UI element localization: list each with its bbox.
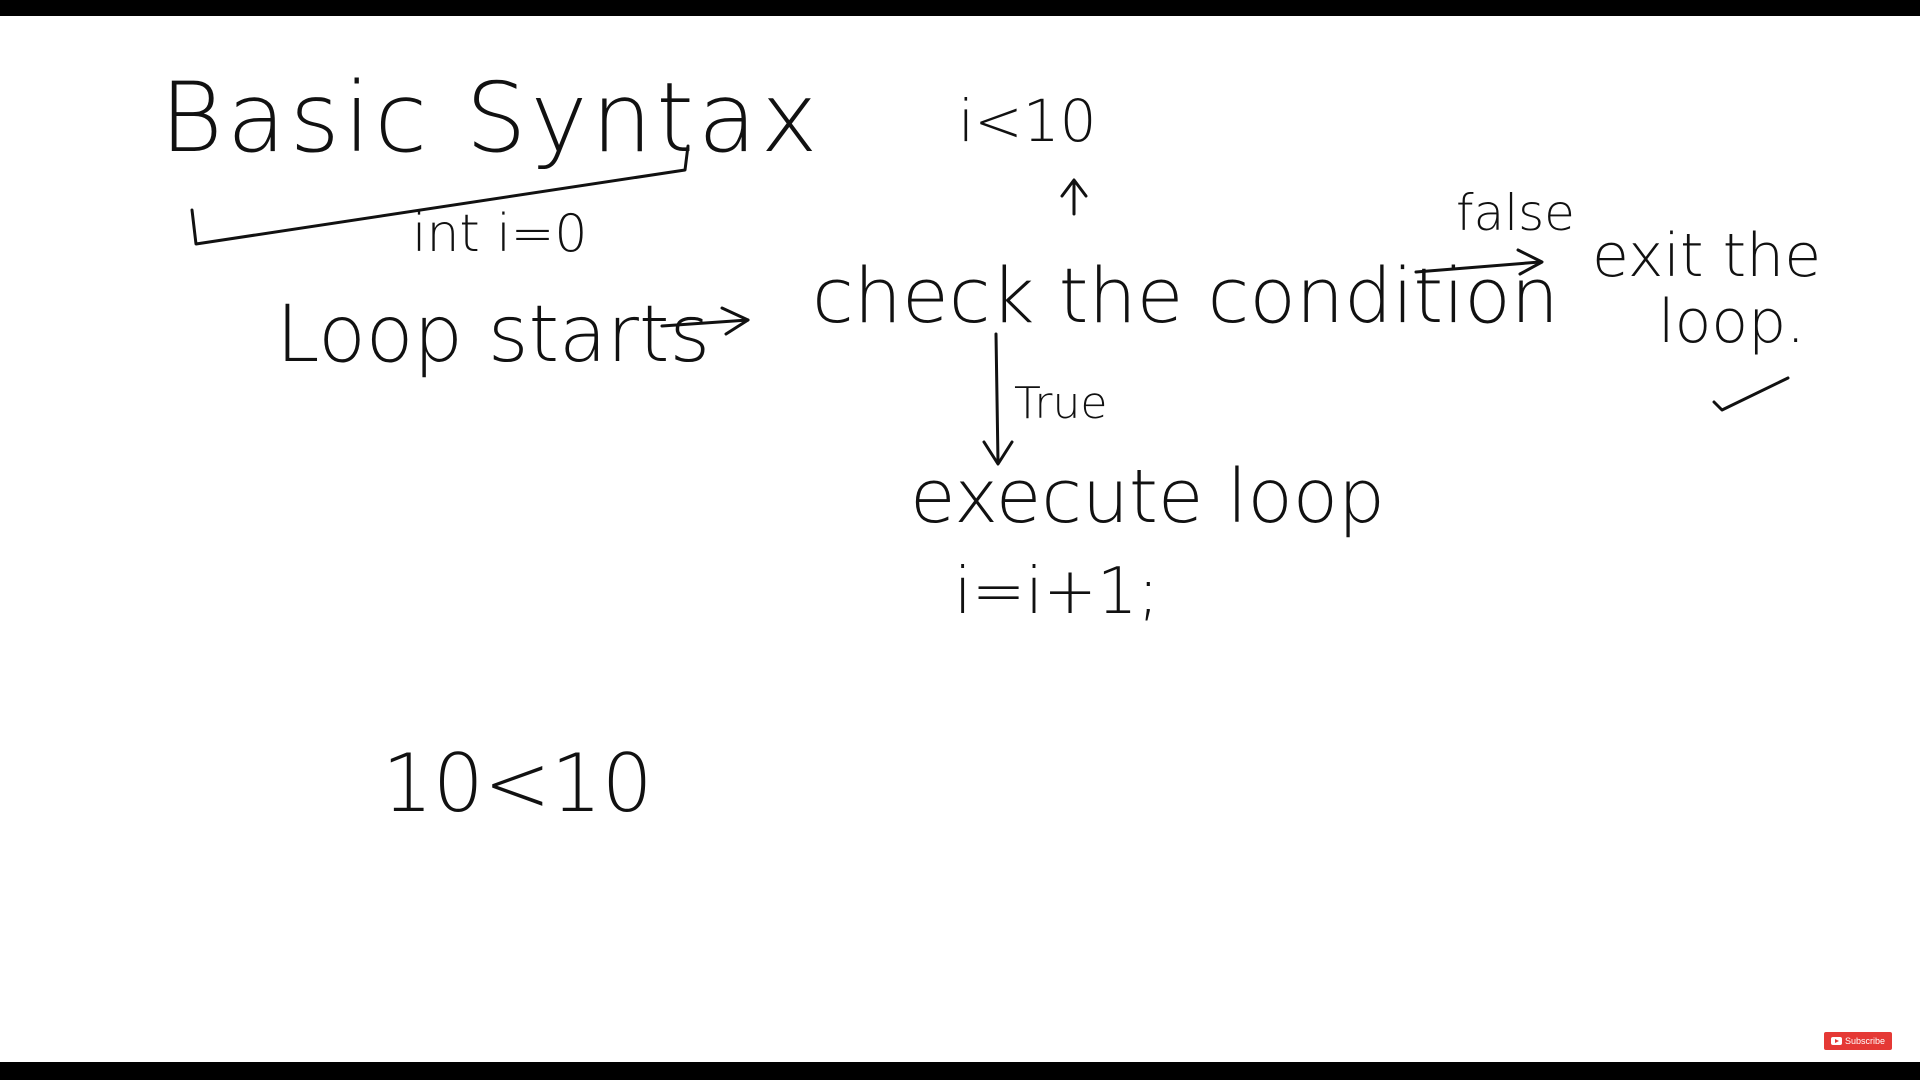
true-branch-label: True: [1014, 378, 1108, 429]
arrow-up-to-condition-head: [1060, 178, 1088, 198]
exit-loop-node: exit the: [1592, 221, 1822, 291]
arrow-to-exit: [1414, 260, 1542, 274]
diagram-title: Basic Syntax: [160, 62, 822, 174]
check-condition-node: check the condition: [812, 251, 1559, 340]
check-mark: [1712, 376, 1790, 412]
whiteboard: [0, 16, 1920, 1062]
arrow-down-to-execute: [994, 332, 1000, 464]
arrow-down-to-execute-head: [982, 440, 1014, 466]
loop-starts-node: Loop starts: [276, 290, 711, 380]
title-underline-bracket: [190, 144, 690, 246]
false-branch-label: false: [1456, 184, 1575, 242]
subscribe-button[interactable]: Subscribe: [1824, 1032, 1892, 1050]
condition-expression: i<10: [958, 87, 1097, 155]
example-condition: 10<10: [382, 737, 653, 830]
init-statement: int i=0: [412, 204, 588, 264]
increment-statement: i=i+1;: [954, 555, 1160, 629]
execute-loop-node: execute loop: [910, 454, 1386, 540]
arrow-start-to-check-head: [720, 306, 750, 336]
arrow-start-to-check: [660, 318, 750, 328]
exit-loop-node-line2: loop.: [1658, 287, 1806, 357]
arrow-to-exit-head: [1516, 248, 1544, 276]
subscribe-label: Subscribe: [1844, 1036, 1886, 1046]
youtube-icon: [1830, 1037, 1842, 1045]
